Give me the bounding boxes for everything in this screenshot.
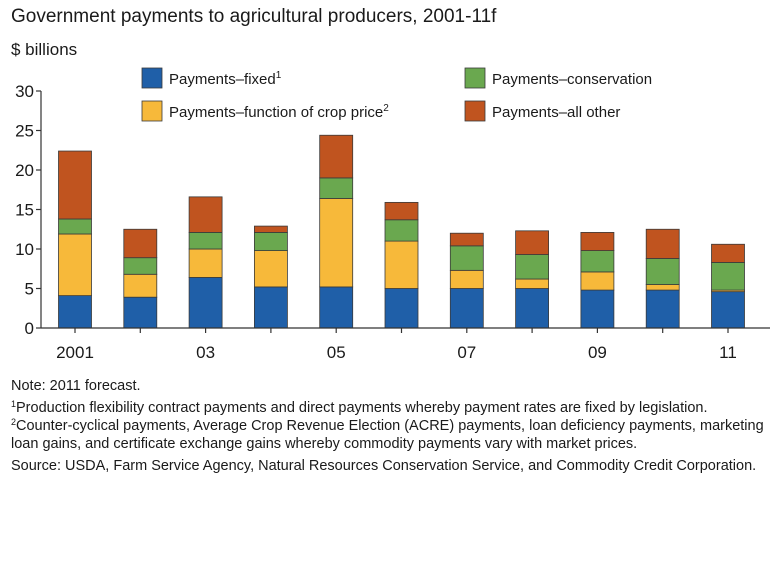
footnote-2-text: Counter-cyclical payments, Average Crop …: [11, 418, 764, 452]
legend-swatch: [464, 67, 486, 89]
bar-segment-payments-all-other-2003: [188, 196, 223, 233]
bar-segment-payments-conservation-2001: [58, 218, 92, 235]
bar-segment-payments-conservation-2005: [319, 177, 354, 199]
bar-segment-payments-function-of-crop-price-2005: [319, 198, 354, 288]
bar-segment-payments-fixed-2005: [319, 286, 354, 329]
bar-segment-payments-conservation-2003: [188, 232, 223, 250]
bar-segment-payments-conservation-2010: [645, 258, 680, 285]
x-tick-label-2009: 09: [588, 343, 607, 362]
bar-segment-payments-conservation-2002: [123, 257, 158, 275]
bar-segment-payments-fixed-2002: [123, 296, 158, 329]
bar-segment-payments-function-of-crop-price-2009: [580, 271, 615, 291]
bar-segment-payments-all-other-2007: [449, 232, 484, 247]
bar-segment-payments-function-of-crop-price-2010: [645, 284, 680, 291]
legend-label: Payments–function of crop price2: [169, 103, 389, 121]
y-tick-label: 15: [15, 201, 34, 220]
legend-item-payments-function-of-crop-price: Payments–function of crop price2: [141, 100, 389, 122]
source-note: Source: USDA, Farm Service Agency, Natur…: [11, 458, 757, 474]
legend: Payments–fixed1 Payments–conservation Paym…: [141, 67, 652, 122]
x-tick-label-2005: 05: [327, 343, 346, 362]
legend-swatch: [464, 100, 486, 122]
bar-segment-payments-function-of-crop-price-2006: [384, 240, 419, 289]
bar-segment-payments-fixed-2004: [253, 286, 288, 329]
bar-segment-payments-all-other-2011: [711, 243, 745, 263]
bar-segment-payments-fixed-2007: [449, 288, 484, 329]
bar-segment-payments-fixed-2001: [58, 295, 92, 329]
x-tick-label-2011: 11: [719, 343, 737, 362]
y-tick-label: 0: [25, 319, 34, 338]
bar-segment-payments-all-other-2001: [58, 150, 92, 220]
bar-segment-payments-all-other-2010: [645, 228, 680, 259]
bar-segment-payments-function-of-crop-price-2007: [449, 269, 484, 289]
bar-segment-payments-fixed-2006: [384, 288, 419, 329]
bars: [58, 134, 745, 329]
footnote-1: 1Production flexibility contract payment…: [11, 399, 776, 417]
bar-segment-payments-conservation-2007: [449, 245, 484, 271]
bar-segment-payments-conservation-2006: [384, 219, 419, 242]
x-tick-label-2001: 2001: [56, 343, 94, 362]
bar-segment-payments-fixed-2009: [580, 289, 615, 329]
bar-segment-payments-all-other-2004: [253, 225, 288, 233]
legend-swatch: [141, 100, 163, 122]
bar-segment-payments-function-of-crop-price-2008: [515, 278, 549, 289]
bar-segment-payments-all-other-2002: [123, 228, 158, 259]
bar-segment-payments-function-of-crop-price-2001: [58, 233, 92, 297]
bar-segment-payments-conservation-2008: [515, 254, 549, 280]
chart-title: Government payments to agricultural prod…: [11, 6, 497, 27]
bar-segment-payments-conservation-2004: [253, 232, 288, 251]
legend-swatch: [141, 67, 163, 89]
y-tick-label: 5: [25, 280, 34, 299]
bar-segment-payments-function-of-crop-price-2003: [188, 248, 223, 278]
bar-segment-payments-fixed-2008: [515, 288, 549, 329]
bar-segment-payments-conservation-2011: [711, 262, 745, 291]
legend-label: Payments–conservation: [492, 71, 652, 88]
bar-segment-payments-all-other-2005: [319, 134, 354, 179]
legend-label: Payments–all other: [492, 104, 620, 121]
x-tick-label-2003: 03: [196, 343, 215, 362]
bar-segment-payments-all-other-2008: [515, 230, 549, 255]
bar-segment-payments-function-of-crop-price-2002: [123, 273, 158, 298]
bar-segment-payments-fixed-2011: [711, 291, 745, 329]
bar-segment-payments-fixed-2010: [645, 289, 680, 329]
y-tick-label: 20: [15, 161, 34, 180]
legend-item-payments-conservation: Payments–conservation: [464, 67, 652, 89]
legend-item-payments-all-other: Payments–all other: [464, 100, 620, 122]
footnote-2-mark: 2: [11, 417, 17, 427]
bar-segment-payments-function-of-crop-price-2004: [253, 250, 288, 288]
y-tick-label: 30: [15, 82, 34, 101]
footnote-1-mark: 1: [11, 399, 17, 409]
legend-label: Payments–fixed1: [169, 70, 282, 88]
bar-segment-payments-all-other-2006: [384, 201, 419, 221]
bar-segment-payments-fixed-2003: [188, 277, 223, 329]
y-tick-label: 10: [15, 240, 34, 259]
y-axis-label: $ billions: [11, 40, 78, 59]
notes: Note: 2011 forecast. 1Production flexibi…: [11, 377, 776, 475]
x-tick-label-2007: 07: [457, 343, 476, 362]
footnote-1-text: Production flexibility contract payments…: [16, 400, 708, 416]
stacked-bar-chart: Payments–fixed1 Payments–conservation Paym…: [15, 67, 770, 362]
bar-segment-payments-all-other-2009: [580, 232, 615, 251]
y-tick-label: 25: [15, 122, 34, 141]
bar-segment-payments-conservation-2009: [580, 250, 615, 273]
note-forecast: Note: 2011 forecast.: [11, 378, 141, 394]
legend-item-payments-fixed: Payments–fixed1: [141, 67, 282, 89]
footnote-2: 2Counter-cyclical payments, Average Crop…: [11, 417, 776, 453]
